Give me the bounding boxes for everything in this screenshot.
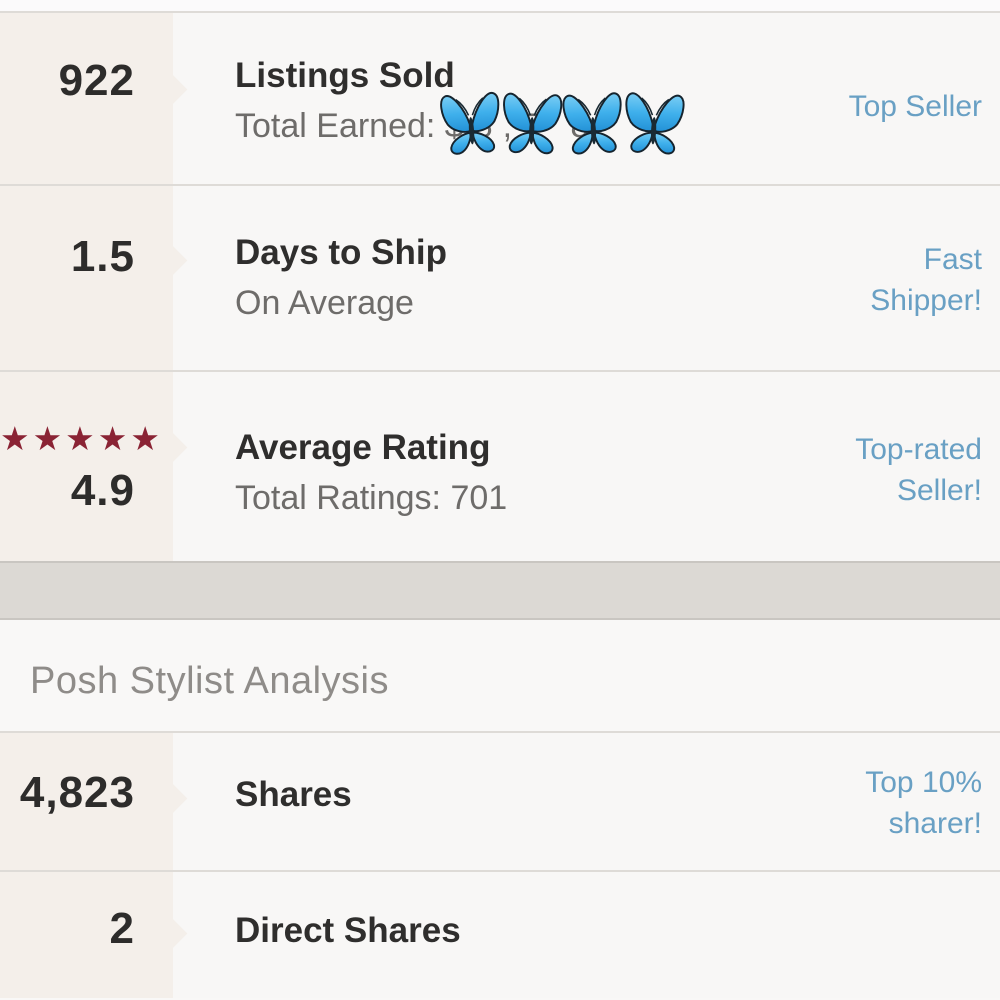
five-star-rating-icons: ★★★★★	[0, 419, 163, 458]
stat-number-column: ★★★★★ 4.9	[0, 372, 188, 561]
days-to-ship-title: Days to Ship	[235, 233, 447, 272]
stat-number-column: 4,823	[0, 733, 188, 870]
butterfly-emoji-icon	[557, 87, 629, 160]
top-rated-seller-badge: Top-rated Seller!	[855, 433, 982, 507]
total-earned-label: Total Earned:	[235, 107, 445, 146]
stat-row-shares: 4,823 Shares Top 10% sharer!	[0, 733, 1000, 872]
average-rating-title: Average Rating	[235, 428, 491, 467]
stat-number-column: 1.5	[0, 186, 188, 370]
stat-text-block: Shares	[173, 733, 352, 870]
fast-shipper-badge: Fast Shipper!	[870, 243, 982, 317]
stat-text-block: Direct Shares	[173, 872, 461, 998]
stat-row-listings-sold: 922 Listings Sold Total Earned: $8,7 8	[0, 13, 1000, 186]
section-divider-band	[0, 561, 1000, 620]
listings-sold-value: 922	[58, 56, 135, 105]
section-header-row: Posh Stylist Analysis	[0, 620, 1000, 733]
butterfly-emoji-icon	[618, 87, 690, 160]
empty-badge-area	[828, 872, 1000, 998]
direct-shares-value: 2	[109, 904, 135, 953]
stat-number-column: 922	[0, 13, 188, 184]
stat-number-column: 2	[0, 872, 188, 998]
stat-row-average-rating: ★★★★★ 4.9 Average Rating Total Ratings: …	[0, 372, 1000, 561]
stat-row-days-to-ship: 1.5 Days to Ship On Average Fast Shipper…	[0, 186, 1000, 372]
top-seller-badge: Top Seller	[848, 90, 982, 123]
top-sharer-badge: Top 10% sharer!	[865, 766, 982, 840]
shares-value: 4,823	[19, 768, 135, 817]
stat-text-block: Listings Sold Total Earned: $8,7 8	[173, 13, 685, 184]
butterfly-emoji-icon	[435, 86, 508, 161]
total-earned-subtitle: Total Earned: $8,7 8	[235, 92, 685, 228]
total-ratings-subtitle: Total Ratings: 701	[235, 479, 508, 518]
days-to-ship-value: 1.5	[70, 232, 135, 281]
average-rating-value: 4.9	[70, 466, 135, 515]
direct-shares-title: Direct Shares	[235, 911, 461, 950]
stat-text-block: Average Rating Total Ratings: 701	[173, 372, 507, 561]
stat-row-direct-shares: 2 Direct Shares	[0, 872, 1000, 998]
listings-sold-title: Listings Sold	[235, 56, 455, 95]
stat-text-block: Days to Ship On Average	[173, 186, 447, 370]
previous-row-edge	[0, 0, 1000, 13]
days-to-ship-subtitle: On Average	[235, 284, 414, 323]
butterfly-emoji-icon	[497, 87, 567, 159]
butterfly-emoji-row	[435, 86, 685, 161]
posh-stylist-analysis-header: Posh Stylist Analysis	[30, 660, 389, 702]
shares-title: Shares	[235, 775, 352, 814]
